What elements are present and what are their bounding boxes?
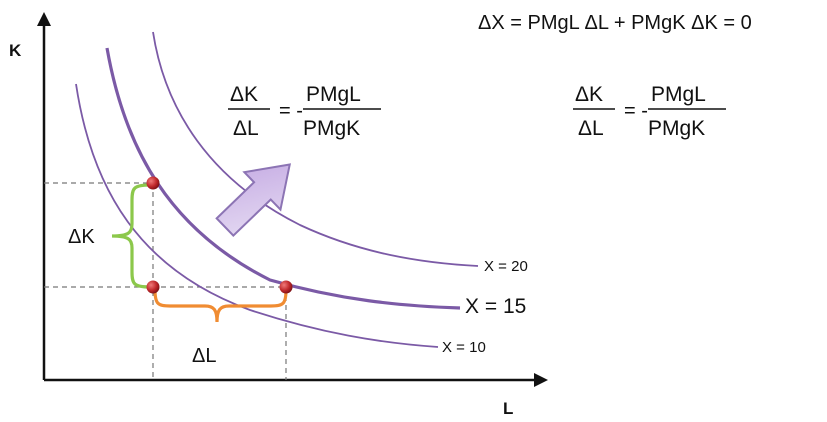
x-axis-label: L — [503, 399, 513, 418]
delta-l-brace — [153, 289, 288, 323]
svg-text:ΔL: ΔL — [233, 117, 259, 140]
dashed-guides — [44, 182, 287, 380]
delta-k-brace — [111, 183, 151, 289]
y-axis-label: K — [9, 41, 22, 60]
top-equation: ΔX = PMgL ΔL + PMgK ΔK = 0 — [478, 12, 752, 34]
x-axis-arrowhead — [534, 373, 548, 387]
point-c — [279, 280, 293, 294]
svg-text:PMgL: PMgL — [306, 83, 361, 106]
fraction-side: ΔK ΔL = - PMgL PMgK — [573, 83, 726, 140]
isoquant-x10 — [75, 83, 439, 348]
svg-text:PMgL: PMgL — [651, 83, 706, 106]
svg-text:ΔL: ΔL — [578, 117, 604, 140]
curve-label-x20: X = 20 — [484, 258, 528, 275]
direction-arrow — [215, 163, 292, 238]
delta-l-label: ΔL — [192, 345, 216, 367]
svg-text:= -: = - — [624, 100, 648, 122]
delta-k-label: ΔK — [68, 226, 95, 248]
point-a — [146, 176, 160, 190]
svg-text:PMgK: PMgK — [648, 117, 705, 140]
svg-text:ΔK: ΔK — [230, 83, 258, 106]
fraction-main: ΔK ΔL = - PMgL PMgK — [228, 83, 381, 140]
svg-text:= -: = - — [279, 100, 303, 122]
curve-label-x10: X = 10 — [442, 339, 486, 356]
svg-text:ΔK: ΔK — [575, 83, 603, 106]
svg-text:PMgK: PMgK — [303, 117, 360, 140]
point-b — [146, 280, 160, 294]
isoquant-x15 — [105, 47, 461, 310]
curve-label-x15: X = 15 — [465, 295, 526, 318]
y-axis-arrowhead — [37, 12, 51, 26]
isoquant-x20 — [152, 31, 479, 267]
